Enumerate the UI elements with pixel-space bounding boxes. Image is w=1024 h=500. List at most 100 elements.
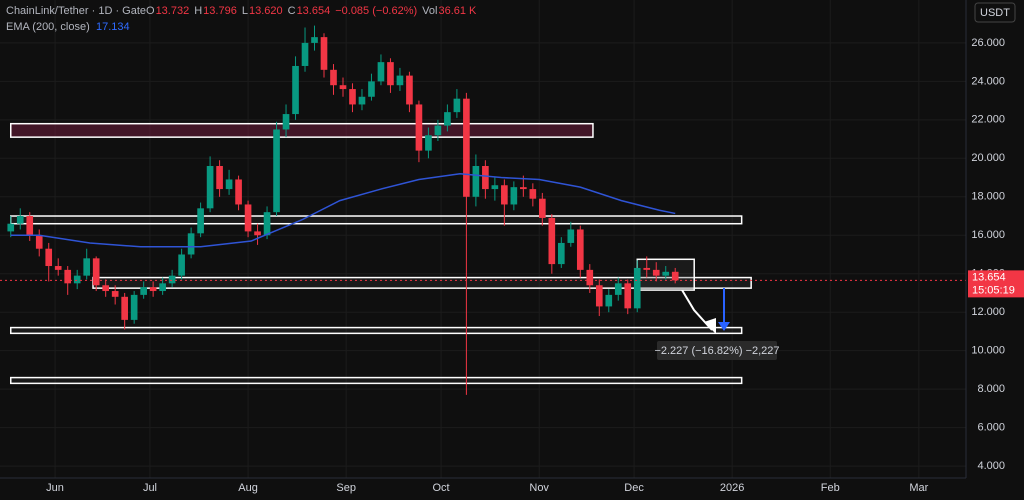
candle-body bbox=[406, 75, 413, 105]
candle-body bbox=[595, 285, 603, 307]
quote-label: C bbox=[288, 5, 296, 17]
candle-body bbox=[7, 223, 15, 232]
price-zone bbox=[10, 122, 594, 138]
y-tick-label: 16.000 bbox=[971, 229, 1005, 241]
y-tick-label: 26.000 bbox=[971, 37, 1005, 49]
candle-body bbox=[225, 179, 233, 190]
last-price-label: 13.654 bbox=[972, 271, 1006, 283]
candle-body bbox=[482, 166, 489, 190]
candle-body bbox=[520, 187, 527, 190]
candle-body bbox=[187, 233, 195, 255]
x-tick-label: Oct bbox=[433, 482, 450, 494]
candle-body bbox=[64, 269, 72, 284]
candle-body bbox=[263, 212, 271, 236]
candle-body bbox=[16, 216, 24, 224]
candle-body bbox=[168, 275, 176, 284]
candle-body bbox=[235, 179, 242, 205]
candle-body bbox=[557, 242, 565, 265]
y-tick-label: 10.000 bbox=[971, 345, 1005, 357]
currency-button-label[interactable]: USDT bbox=[980, 7, 1010, 19]
quote-value: 13.796 bbox=[203, 5, 237, 17]
measure-head bbox=[718, 322, 730, 331]
last-price-box bbox=[968, 270, 1024, 298]
y-tick-label: 22.000 bbox=[971, 114, 1005, 126]
candle-body bbox=[510, 187, 518, 205]
x-tick-label: Jun bbox=[46, 482, 64, 494]
indicator-name: EMA (200, close) bbox=[6, 21, 90, 33]
candle-body bbox=[311, 37, 318, 43]
y-tick-label: 20.000 bbox=[971, 152, 1005, 164]
candle-body bbox=[178, 254, 185, 276]
candle-body bbox=[54, 266, 62, 270]
ema-line bbox=[10, 172, 676, 248]
candle-body bbox=[111, 291, 119, 297]
candle-body bbox=[197, 208, 204, 234]
candle-body bbox=[605, 294, 613, 307]
candle-body bbox=[529, 189, 537, 199]
candle-body bbox=[539, 198, 546, 218]
y-tick-label: 8.000 bbox=[977, 383, 1005, 395]
candle-body bbox=[548, 217, 556, 265]
candle-body bbox=[444, 112, 451, 126]
candle-body bbox=[149, 287, 157, 292]
y-tick-label: 6.000 bbox=[977, 422, 1005, 434]
quote-label: L bbox=[242, 5, 248, 17]
candle-body bbox=[254, 231, 261, 236]
candle-body bbox=[576, 229, 584, 270]
symbol: ChainLink/Tether · 1D · Gate bbox=[6, 5, 146, 17]
measure-label: −2.227 (−16.82%) −2,227 bbox=[654, 345, 779, 357]
candle-body bbox=[282, 114, 290, 130]
candle-body bbox=[472, 166, 480, 197]
quote-value: 13.732 bbox=[156, 5, 190, 17]
candle-body bbox=[415, 104, 423, 151]
candle-body bbox=[633, 267, 641, 309]
price-zone bbox=[10, 376, 743, 385]
candle-body bbox=[624, 283, 632, 309]
candle-body bbox=[330, 69, 337, 86]
x-tick-label: Jul bbox=[143, 482, 157, 494]
candle-body bbox=[358, 96, 366, 105]
x-tick-label: Feb bbox=[821, 482, 840, 494]
x-tick-label: 2026 bbox=[720, 482, 744, 494]
candle-body bbox=[339, 85, 347, 90]
candle-body bbox=[425, 135, 432, 151]
y-tick-label: 12.000 bbox=[971, 306, 1005, 318]
x-tick-label: Mar bbox=[909, 482, 928, 494]
y-tick-label: 18.000 bbox=[971, 191, 1005, 203]
candle-body bbox=[349, 89, 356, 105]
quote-value: 13.620 bbox=[249, 5, 283, 17]
measure-label-bg bbox=[657, 341, 777, 360]
volume-label: Vol bbox=[422, 5, 437, 17]
candle-body bbox=[273, 129, 280, 213]
candle-body bbox=[671, 271, 679, 281]
candle-body bbox=[130, 294, 138, 320]
x-tick-label: Aug bbox=[238, 482, 258, 494]
quote-label: O bbox=[146, 5, 155, 17]
y-tick-label: 24.000 bbox=[971, 75, 1005, 87]
candle-body bbox=[83, 258, 91, 276]
x-tick-label: Nov bbox=[529, 482, 549, 494]
axes: 4.0006.0008.00010.00012.00014.00016.0001… bbox=[46, 37, 1024, 494]
candle-body bbox=[301, 42, 309, 66]
quote: O 13.732 H 13.796 L 13.620 C 13.654 −0.085 (−0.6… bbox=[146, 5, 477, 17]
candle-body bbox=[614, 283, 622, 295]
candle-body bbox=[567, 229, 575, 243]
candle-body bbox=[244, 204, 252, 232]
candle-body bbox=[35, 235, 43, 249]
price-zone bbox=[10, 326, 743, 335]
candle-body bbox=[368, 81, 375, 97]
candle-body bbox=[491, 185, 499, 190]
candle-body bbox=[463, 98, 470, 197]
candle-body bbox=[320, 37, 328, 70]
candle-body bbox=[159, 283, 166, 292]
currency-button[interactable] bbox=[974, 2, 1016, 23]
candle-body bbox=[387, 62, 394, 86]
y-tick-label: 4.000 bbox=[977, 460, 1005, 472]
candle-body bbox=[453, 98, 461, 113]
candle-body bbox=[377, 62, 385, 82]
candle-body bbox=[73, 275, 81, 284]
indicator-value: 17.134 bbox=[96, 21, 130, 33]
